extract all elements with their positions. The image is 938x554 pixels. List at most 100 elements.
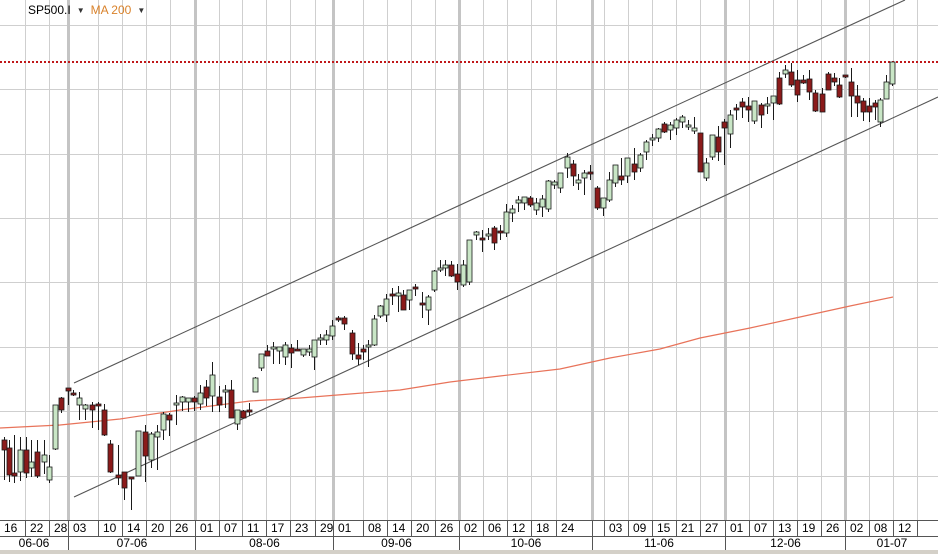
- candle-body-down: [836, 84, 843, 98]
- candle: [806, 70, 813, 100]
- candle-body-up: [685, 124, 692, 128]
- candle: [395, 286, 402, 312]
- candle-body-up: [222, 389, 229, 393]
- candle-body-up: [770, 95, 777, 104]
- candle-body-down: [661, 123, 668, 133]
- candle-body-down: [58, 397, 65, 411]
- day-tick-row: 16 22 28 03 10 14 20 26 01 07 11 17 23 29 01 08 14 20 26 02…: [0, 521, 938, 537]
- candle-body-up: [17, 449, 24, 473]
- candle-body-up: [442, 264, 449, 269]
- candle-body-up: [624, 157, 631, 177]
- candle: [6, 440, 13, 482]
- candle: [173, 395, 180, 425]
- indicator-dropdown-icon[interactable]: ▼: [137, 5, 146, 15]
- candle-body-down: [860, 100, 867, 113]
- month-tick-label: 12-06: [725, 537, 845, 550]
- candle: [360, 345, 367, 360]
- candle-body-down: [355, 354, 362, 360]
- candle-body-up: [503, 211, 510, 234]
- candle-body-up: [655, 128, 662, 139]
- symbol-label[interactable]: SP500.I: [28, 3, 71, 17]
- candle-body-up: [234, 409, 241, 425]
- candle-body-down: [788, 71, 795, 86]
- candle-body-down: [412, 286, 419, 290]
- candle: [389, 288, 396, 305]
- candle: [264, 345, 271, 357]
- day-tick-label: 01: [195, 521, 219, 536]
- trend-channel-lines[interactable]: [73, 0, 938, 498]
- candle: [365, 340, 372, 367]
- candle: [606, 172, 613, 202]
- day-tick-label: 07: [219, 521, 242, 536]
- candle: [306, 345, 313, 356]
- candle-body-up: [679, 116, 686, 123]
- month-tick-label: 09-06: [333, 537, 459, 550]
- candle-body-down: [570, 163, 577, 177]
- candle-body-down: [527, 197, 534, 206]
- candle: [258, 353, 265, 371]
- candle: [234, 409, 241, 430]
- symbol-dropdown-icon[interactable]: ▼: [76, 5, 85, 15]
- candle-body-up: [703, 162, 710, 179]
- candle: [148, 432, 155, 468]
- candle: [521, 196, 528, 210]
- candle: [643, 140, 650, 160]
- candle: [41, 440, 48, 474]
- day-tick-label: 01: [333, 521, 363, 536]
- candle-body-down: [216, 396, 223, 406]
- candle-body-up: [154, 431, 161, 438]
- candle: [349, 330, 356, 360]
- candle-body-up: [667, 124, 674, 131]
- candle: [503, 204, 510, 237]
- candle-body-up: [637, 154, 644, 169]
- candle: [23, 437, 30, 478]
- candle: [240, 410, 247, 419]
- day-tick-label: 01: [725, 521, 749, 536]
- candle: [17, 437, 24, 481]
- candle-body-down: [89, 404, 96, 411]
- day-tick-label: 29: [315, 521, 333, 536]
- candle: [812, 90, 819, 112]
- day-tick-label: 21: [676, 521, 700, 536]
- candle: [776, 72, 783, 105]
- candle-body-down: [758, 104, 765, 116]
- candle: [377, 305, 384, 318]
- chart-plot-area[interactable]: [0, 0, 938, 520]
- candle: [121, 471, 128, 500]
- candle-body-up: [209, 374, 216, 397]
- day-tick-label: 14: [122, 521, 146, 536]
- candle-body-up: [564, 156, 571, 169]
- ma200-indicator-label[interactable]: MA 200: [90, 3, 132, 17]
- candle-body-down: [854, 95, 861, 104]
- candle: [889, 61, 896, 86]
- candle-body-up: [395, 292, 402, 297]
- candle-body-up: [258, 353, 265, 369]
- candle: [228, 380, 235, 419]
- candle-body-down: [812, 92, 819, 112]
- candle-body-up: [612, 164, 619, 184]
- candle: [246, 403, 253, 416]
- candle-body-up: [185, 397, 192, 403]
- candle-body-down: [360, 348, 367, 353]
- candle: [209, 362, 216, 412]
- candle: [533, 198, 540, 215]
- candle: [545, 180, 552, 212]
- candle-body-up: [533, 202, 540, 211]
- candle-body-down: [419, 302, 426, 306]
- candle-body-up: [371, 318, 378, 346]
- candle-body-down: [264, 350, 271, 357]
- candle-body-down: [6, 447, 13, 476]
- candle: [733, 104, 740, 120]
- ma200-line: [0, 296, 894, 429]
- candle-body-down: [721, 121, 728, 129]
- day-tick-label: 26: [435, 521, 459, 536]
- candle: [794, 70, 801, 102]
- candle: [618, 158, 625, 185]
- candle: [581, 170, 588, 195]
- candle-body-down: [228, 389, 235, 419]
- candle-body-up: [41, 454, 48, 463]
- window-bottom-strip: [0, 550, 938, 554]
- day-tick-label: 16: [4, 521, 18, 535]
- candle-body-down: [400, 294, 407, 311]
